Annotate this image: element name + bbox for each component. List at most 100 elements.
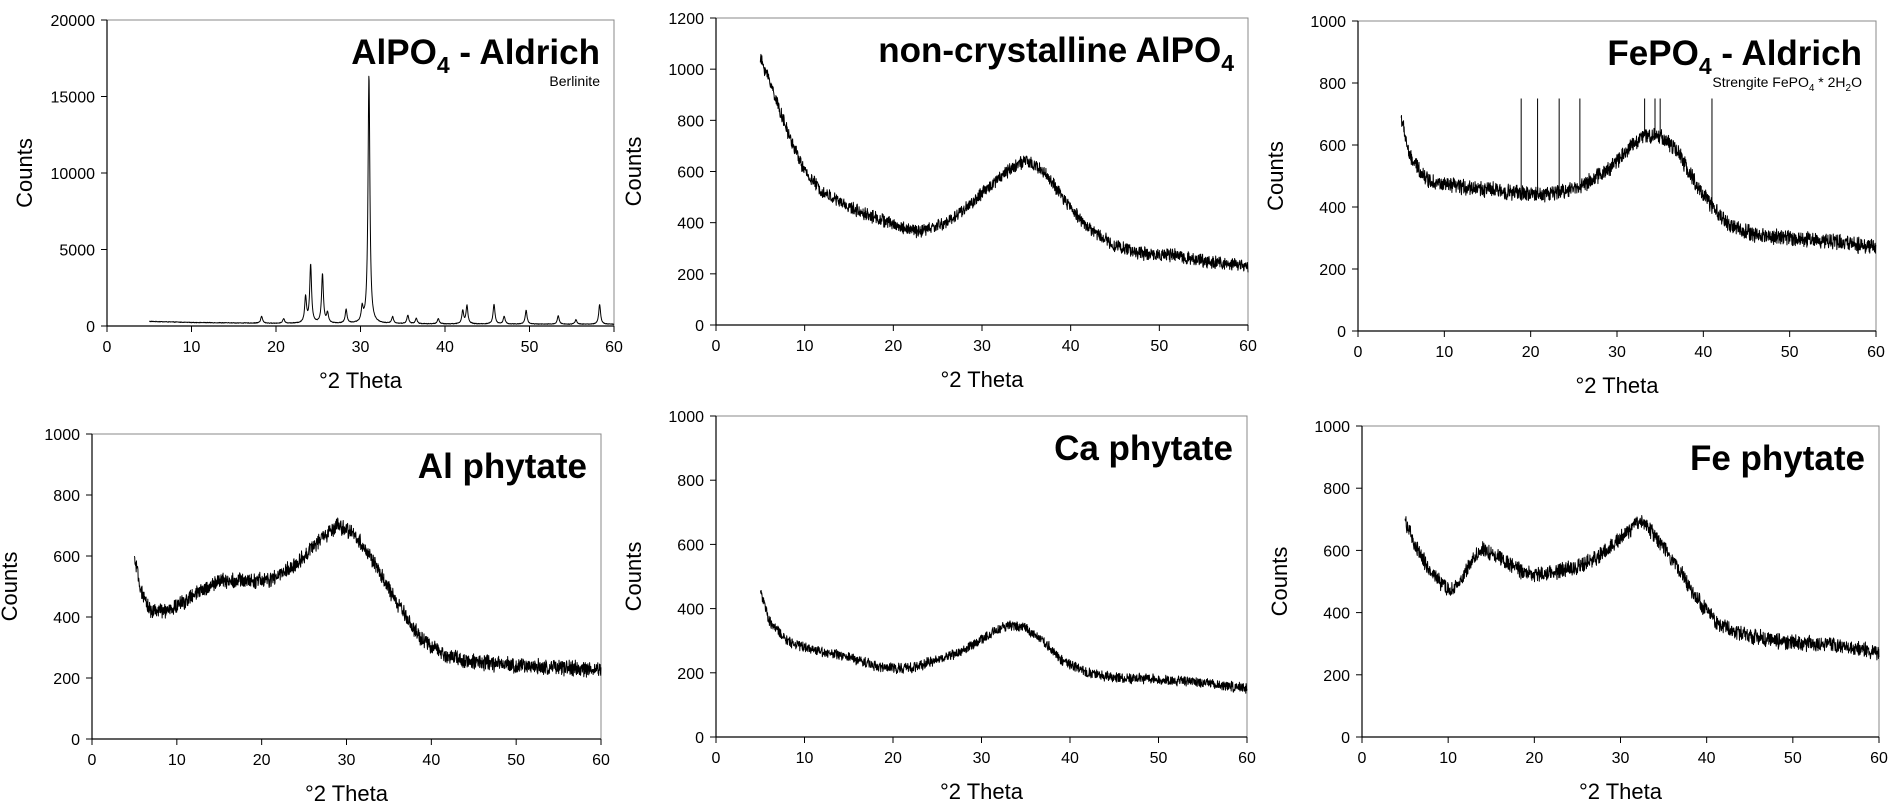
x-axis-label: °2 Theta	[305, 781, 389, 804]
x-tick-label: 50	[1150, 750, 1168, 767]
panel-title: non-crystalline AlPO4	[878, 31, 1234, 76]
x-tick-label: 60	[1239, 338, 1257, 355]
panel-title: AlPO4 - Aldrich	[351, 33, 600, 78]
x-tick-label: 20	[884, 338, 902, 355]
y-axis-label: Counts	[1263, 141, 1288, 211]
panel-title: Ca phytate	[1054, 429, 1233, 468]
x-tick-label: 10	[1439, 750, 1457, 767]
x-tick-label: 60	[592, 752, 610, 769]
y-tick-label: 800	[677, 113, 704, 130]
y-tick-label: 800	[677, 473, 704, 490]
x-tick-label: 50	[1781, 344, 1799, 361]
y-tick-label: 600	[53, 549, 80, 566]
y-tick-label: 200	[1323, 668, 1350, 685]
y-tick-label: 0	[695, 318, 704, 335]
x-tick-label: 0	[1354, 344, 1363, 361]
y-tick-label: 600	[677, 537, 704, 554]
x-tick-label: 50	[507, 752, 525, 769]
y-axis-label: Counts	[621, 137, 646, 207]
x-tick-label: 0	[1358, 750, 1367, 767]
y-tick-label: 0	[695, 730, 704, 747]
x-tick-label: 40	[436, 339, 454, 356]
y-tick-label: 600	[1319, 138, 1346, 155]
y-tick-label: 1000	[668, 62, 704, 79]
y-axis-label: Counts	[12, 138, 37, 208]
y-tick-label: 600	[677, 165, 704, 182]
xrd-trace	[1400, 114, 1877, 255]
y-tick-label: 600	[1323, 543, 1350, 560]
x-tick-label: 10	[796, 750, 814, 767]
xrd-trace	[133, 517, 602, 678]
y-tick-label: 1000	[44, 427, 80, 444]
y-tick-label: 200	[1319, 262, 1346, 279]
y-tick-label: 400	[1319, 200, 1346, 217]
y-tick-label: 200	[677, 666, 704, 683]
x-tick-label: 10	[168, 752, 186, 769]
y-axis-label: Counts	[621, 542, 646, 612]
y-tick-label: 800	[1319, 76, 1346, 93]
x-tick-label: 40	[422, 752, 440, 769]
y-tick-label: 15000	[51, 90, 96, 107]
y-tick-label: 400	[677, 602, 704, 619]
y-tick-label: 1200	[668, 11, 704, 28]
x-tick-label: 30	[1612, 750, 1630, 767]
y-tick-label: 200	[677, 267, 704, 284]
x-tick-label: 30	[338, 752, 356, 769]
x-tick-label: 30	[973, 338, 991, 355]
x-axis-label: °2 Theta	[1579, 779, 1663, 804]
x-tick-label: 0	[712, 750, 721, 767]
y-tick-label: 1000	[1310, 14, 1346, 31]
x-tick-label: 50	[1150, 338, 1168, 355]
y-tick-label: 200	[53, 671, 80, 688]
y-tick-label: 10000	[51, 166, 96, 183]
phase-annotation: Strengite FePO4 * 2H2O	[1712, 74, 1862, 94]
x-axis-label: °2 Theta	[940, 367, 1024, 392]
x-tick-label: 20	[1522, 344, 1540, 361]
x-tick-label: 20	[267, 339, 285, 356]
y-tick-label: 1000	[1314, 419, 1350, 436]
y-axis-label: Counts	[0, 552, 22, 622]
x-tick-label: 40	[1061, 750, 1079, 767]
xrd-trace	[759, 53, 1249, 273]
y-tick-label: 5000	[59, 243, 95, 260]
x-tick-label: 30	[352, 339, 370, 356]
x-tick-label: 60	[1238, 750, 1256, 767]
x-tick-label: 0	[88, 752, 97, 769]
xrd-trace	[1404, 515, 1880, 661]
x-tick-label: 50	[521, 339, 539, 356]
x-tick-label: 60	[1870, 750, 1888, 767]
y-tick-label: 0	[71, 732, 80, 749]
y-tick-label: 20000	[51, 13, 96, 30]
y-tick-label: 400	[677, 216, 704, 233]
x-axis-label: °2 Theta	[1575, 373, 1659, 398]
x-tick-label: 30	[1608, 344, 1626, 361]
y-tick-label: 400	[1323, 606, 1350, 623]
phase-annotation: Berlinite	[549, 73, 600, 89]
xrd-trace	[149, 75, 615, 325]
panel-title: Al phytate	[418, 447, 587, 486]
x-tick-label: 0	[712, 338, 721, 355]
x-tick-label: 0	[103, 339, 112, 356]
x-tick-label: 20	[253, 752, 271, 769]
x-axis-label: °2 Theta	[940, 779, 1024, 804]
panel-title: Fe phytate	[1690, 439, 1865, 478]
x-tick-label: 10	[183, 339, 201, 356]
y-axis-label: Counts	[1267, 547, 1292, 617]
x-tick-label: 30	[973, 750, 991, 767]
x-tick-label: 20	[884, 750, 902, 767]
x-tick-label: 20	[1525, 750, 1543, 767]
xrd-panel: 0 10 20 30 40 50 60 0 5000 10000 15000 20000 °2 Thet…	[12, 13, 623, 393]
x-tick-label: 10	[1435, 344, 1453, 361]
x-axis-label: °2 Theta	[319, 368, 403, 393]
x-tick-label: 50	[1784, 750, 1802, 767]
y-tick-label: 800	[1323, 481, 1350, 498]
y-tick-label: 800	[53, 488, 80, 505]
panel-title: FePO4 - Aldrich	[1607, 34, 1862, 79]
xrd-trace	[759, 590, 1248, 694]
